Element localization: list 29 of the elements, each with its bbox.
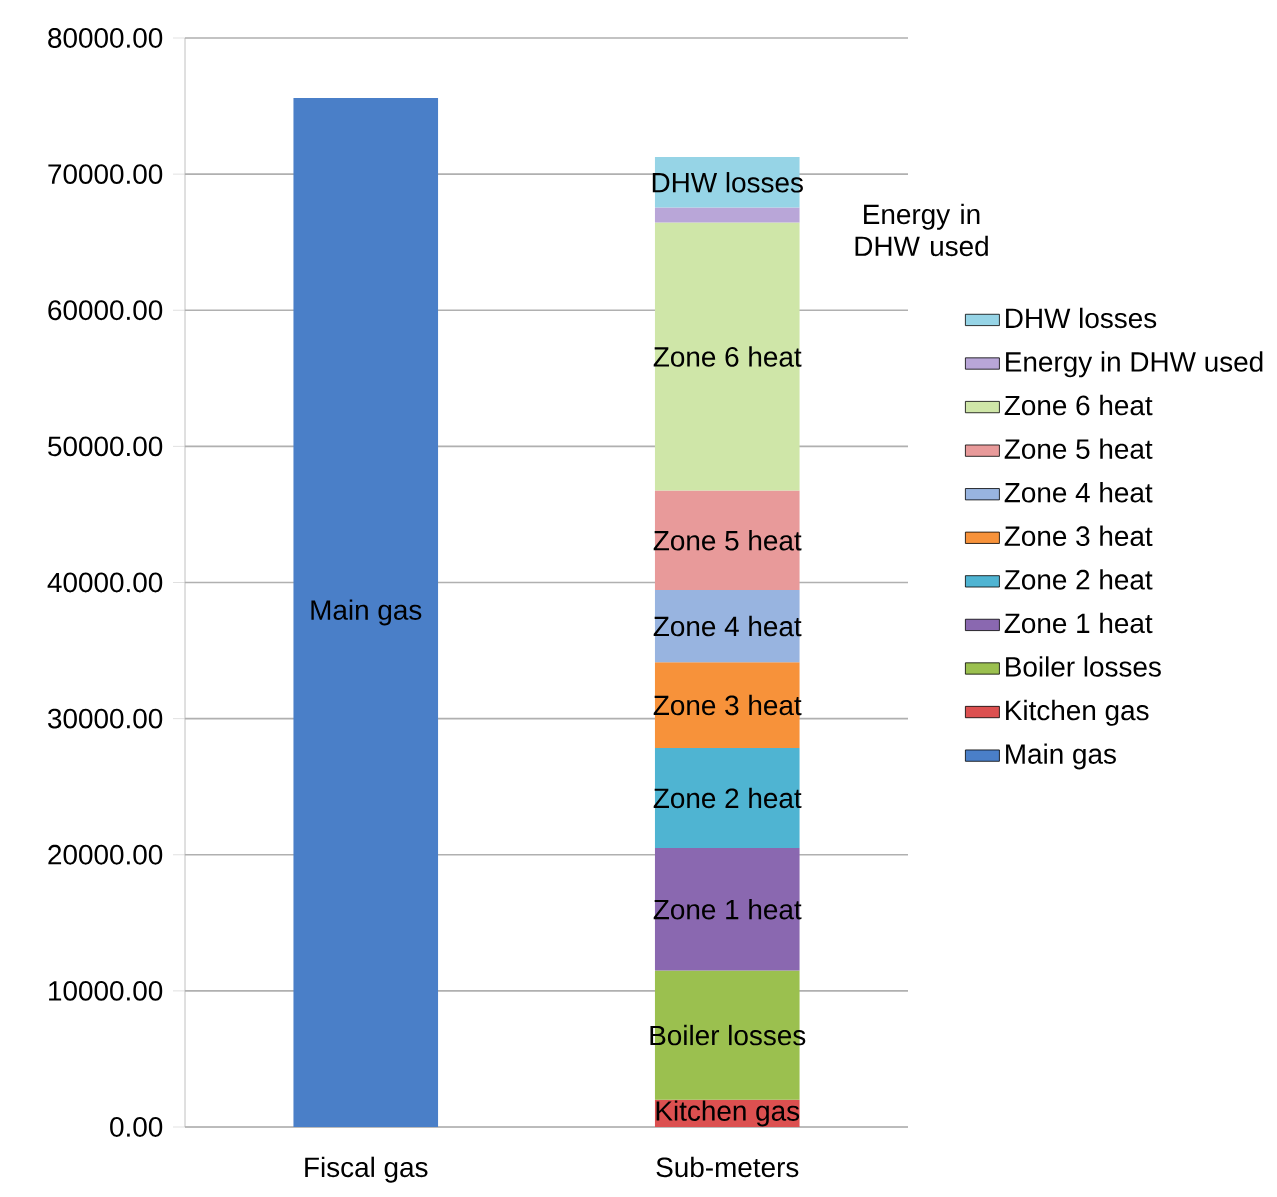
x-tick-label: Sub-meters xyxy=(656,1156,799,1178)
y-tick-label: 30000.00 xyxy=(48,708,163,729)
legend-label: Zone 1 heat xyxy=(1004,612,1153,634)
legend-label: Energy in DHW used xyxy=(1006,351,1263,378)
text: Zone 6 heat xyxy=(653,346,802,367)
y-tick-label: 70000.00 xyxy=(48,164,163,185)
y-tick-label: 0.00 xyxy=(110,1117,163,1137)
legend-label: Zone 3 heat xyxy=(1004,525,1153,547)
text: Zone 5 heat xyxy=(653,530,802,551)
text: Zone 4 heat xyxy=(653,615,802,637)
y-tick-label: 40000.00 xyxy=(47,572,163,593)
legend-label: Zone 5 heat xyxy=(1004,438,1153,459)
text: DHW losses xyxy=(652,172,803,193)
y-tick-label: 80000.00 xyxy=(48,28,163,48)
legend-label: Zone 6 heat xyxy=(1004,394,1153,416)
legend-label: Boiler losses xyxy=(1006,656,1161,677)
text: Main gas xyxy=(311,599,422,626)
y-tick-label: 60000.00 xyxy=(48,300,163,321)
x-tick-label: Fiscal gas xyxy=(305,1156,428,1183)
legend-label: Zone 4 heat xyxy=(1004,482,1153,503)
text: Kitchen gas xyxy=(656,1100,800,1127)
legend-label: Zone 2 heat xyxy=(1004,569,1153,590)
legend-label: Kitchen gas xyxy=(1006,699,1149,726)
y-tick-label: 10000.00 xyxy=(49,980,163,1001)
text: Energy in DHW used xyxy=(855,203,988,257)
legend-label: Main gas xyxy=(1006,743,1116,770)
y-tick-label: 20000.00 xyxy=(48,844,163,865)
y-tick-label: 50000.00 xyxy=(48,436,163,457)
legend-label: DHW losses xyxy=(1006,307,1157,329)
